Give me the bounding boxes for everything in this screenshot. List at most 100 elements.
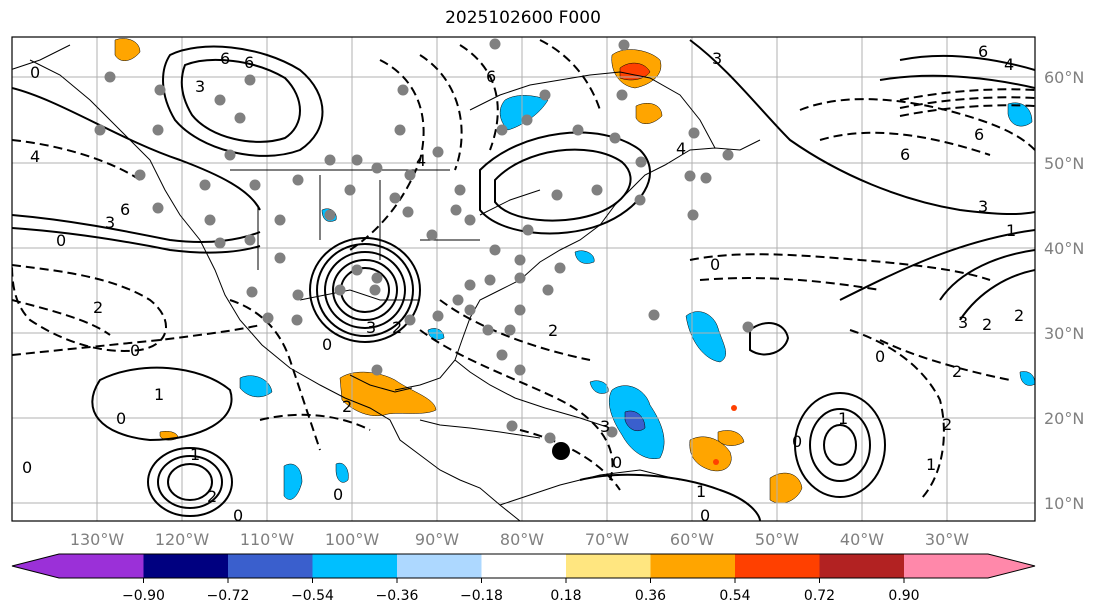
contour-label: 1: [190, 445, 200, 464]
contour-label: 3: [366, 318, 376, 337]
contour-label: 6: [900, 145, 910, 164]
contour-line: [259, 413, 371, 431]
colorbar-tick-label: −0.36: [376, 588, 419, 604]
contour-label: 0: [710, 255, 720, 274]
contour-label: 6: [120, 200, 130, 219]
lat-tick-label: 40°N: [1044, 239, 1084, 258]
contour-label: 2: [548, 321, 558, 340]
colorbar-segment: [819, 554, 904, 578]
storm-center-marker: [552, 442, 570, 460]
colorbar-tick-label: 0.54: [719, 588, 750, 604]
contour-label: 2: [93, 298, 103, 317]
colorbar-tick-label: −0.18: [460, 588, 503, 604]
contour-label: 0: [875, 347, 885, 366]
contour-line: [439, 299, 591, 361]
shade-patch-orange: [339, 371, 437, 416]
station-dots: [94, 38, 754, 444]
colorbar: −0.90 −0.72 −0.54 −0.36 −0.18 0.18 0.36 …: [11, 553, 1036, 604]
contour-line: [12, 264, 167, 352]
contour-label: 6: [486, 67, 496, 86]
contour-label: 2: [952, 362, 962, 381]
contour-line: [162, 45, 324, 157]
contour-line: [332, 259, 398, 321]
contour-label: 0: [333, 485, 343, 504]
map-title: 2025102600 F000: [445, 8, 601, 28]
shade-patch-orange: [689, 436, 732, 472]
shade-patch-orange: [635, 103, 663, 124]
colorbar-tick-label: −0.90: [122, 588, 165, 604]
shade-patch-blue: [574, 250, 595, 264]
contour-line: [494, 148, 632, 222]
colorbar-extend-min: [12, 554, 59, 578]
contour-label: 6: [244, 53, 254, 72]
contour-line: [689, 253, 991, 281]
contour-line: [689, 39, 1035, 216]
contour-line: [419, 329, 614, 481]
shade-patch-blue: [589, 380, 609, 394]
contour-line: [12, 214, 261, 243]
contour-line: [823, 424, 857, 466]
contour-line: [539, 39, 601, 111]
shade-patch-blue: [1007, 102, 1033, 127]
colorbar-segment: [904, 554, 988, 578]
contour-label: 0: [116, 409, 126, 428]
contour-line: [809, 408, 871, 482]
lon-tick-label: 110°W: [240, 530, 295, 549]
lon-tick-label: 70°W: [585, 530, 629, 549]
contour-line: [749, 322, 790, 356]
shade-patch-blue: [283, 463, 303, 500]
colorbar-segment: [481, 554, 566, 578]
colorbar-tick-label: 0.90: [888, 588, 919, 604]
contour-label: 3: [978, 197, 988, 216]
colorbar-tick-label: 0.18: [550, 588, 581, 604]
contour-line: [959, 269, 1035, 321]
lat-tick-label: 20°N: [1044, 409, 1084, 428]
contour-line: [849, 329, 945, 501]
contour-label: 2: [942, 415, 952, 434]
contour-line: [879, 74, 1035, 89]
lon-tick-label: 50°W: [755, 530, 799, 549]
contour-line: [167, 463, 213, 501]
contour-label: 3: [600, 417, 610, 436]
lat-tick-label: 50°N: [1044, 154, 1084, 173]
colorbar-tick-label: 0.36: [635, 588, 666, 604]
contour-line: [316, 243, 414, 337]
contour-label: 3: [958, 313, 968, 332]
colorbar-tick-label: −0.72: [207, 588, 250, 604]
contour-line: [12, 139, 141, 181]
lon-tick-label: 120°W: [155, 530, 210, 549]
contour-line: [459, 44, 499, 151]
contour-label: 0: [700, 506, 710, 525]
contour-line: [899, 54, 1035, 71]
contour-line: [147, 447, 233, 517]
latitude-axis: 60°N 50°N 40°N 30°N 20°N 10°N: [1044, 68, 1084, 513]
contour-label: 4: [30, 147, 40, 166]
shaded-fields: [114, 38, 1035, 504]
contour-label: 3: [195, 77, 205, 96]
contour-label: 3: [105, 213, 115, 232]
contour-line: [157, 455, 223, 509]
contour-label: 6: [974, 125, 984, 144]
contour-line: [879, 339, 1011, 381]
contour-line: [899, 104, 1035, 117]
contour-line: [794, 392, 886, 498]
contour-label: 0: [130, 341, 140, 360]
contour-label: 0: [22, 458, 32, 477]
shade-patch-blue: [685, 311, 726, 363]
colorbar-segment: [735, 554, 820, 578]
contour-label: 2: [982, 315, 992, 334]
lat-tick-label: 30°N: [1044, 324, 1084, 343]
contour-line: [229, 299, 321, 451]
map-frame: [11, 36, 1036, 522]
colorbar-tick-label: −0.54: [291, 588, 334, 604]
lon-tick-label: 80°W: [500, 530, 544, 549]
shade-patch-orange: [717, 430, 745, 446]
colorbar-tick-label: 0.72: [804, 588, 835, 604]
contour-line: [839, 229, 1035, 301]
contour-line: [519, 429, 621, 491]
contour-line: [899, 96, 1035, 109]
contour-line: [12, 324, 261, 356]
contour-label: 2: [207, 487, 217, 506]
contour-label: 0: [792, 432, 802, 451]
